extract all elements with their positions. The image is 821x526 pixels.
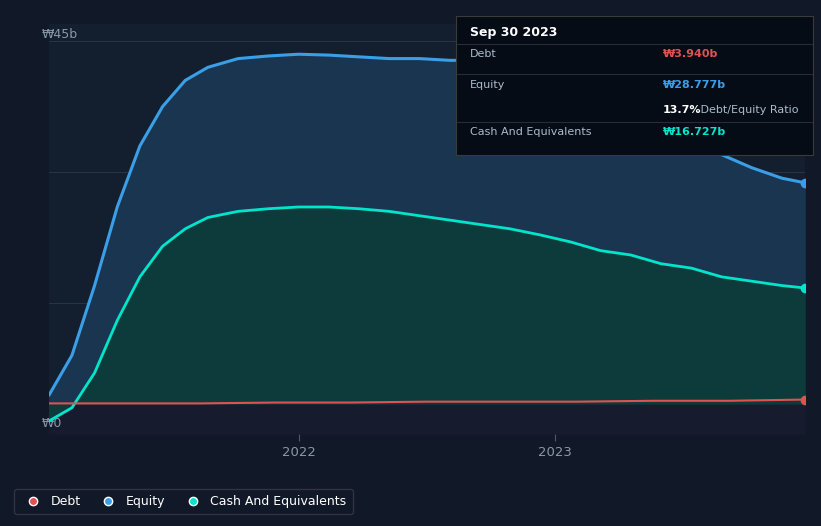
Text: ₩0: ₩0 — [42, 417, 62, 430]
Text: ₩45b: ₩45b — [42, 28, 78, 41]
Text: Equity: Equity — [470, 80, 505, 90]
Legend: Debt, Equity, Cash And Equivalents: Debt, Equity, Cash And Equivalents — [15, 489, 353, 514]
Text: Debt: Debt — [470, 49, 497, 59]
Text: ₩3.940b: ₩3.940b — [663, 49, 718, 59]
Text: ₩16.727b: ₩16.727b — [663, 127, 726, 137]
Text: ₩28.777b: ₩28.777b — [663, 80, 726, 90]
Text: Sep 30 2023: Sep 30 2023 — [470, 26, 557, 38]
Text: 13.7%: 13.7% — [663, 105, 701, 115]
Text: Debt/Equity Ratio: Debt/Equity Ratio — [697, 105, 798, 115]
Text: Cash And Equivalents: Cash And Equivalents — [470, 127, 591, 137]
